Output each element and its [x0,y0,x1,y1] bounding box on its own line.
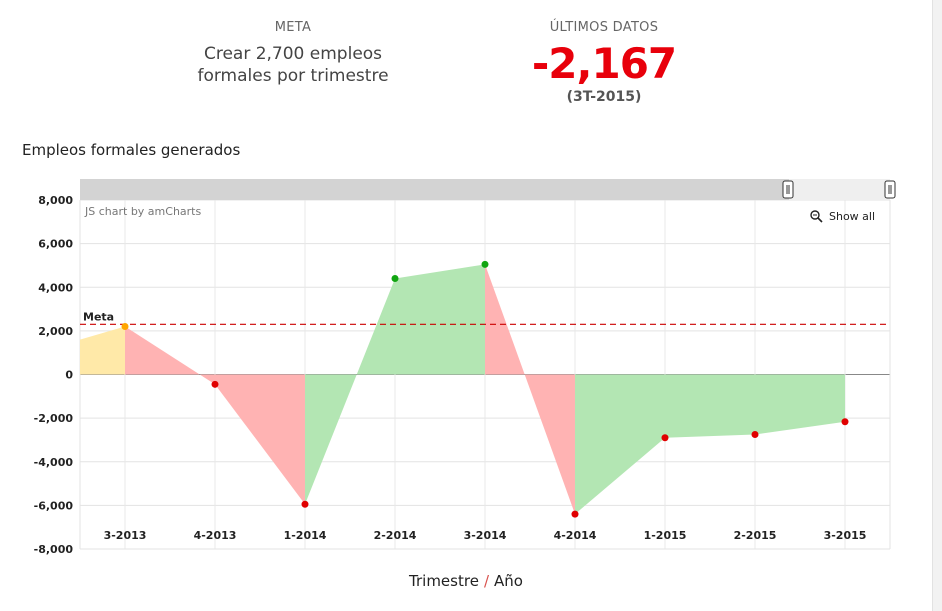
area-segment [395,264,485,375]
x-tick-label: 3-2013 [104,529,147,542]
data-point[interactable] [751,430,759,438]
latest-data-label: ÚLTIMOS DATOS [549,20,659,35]
page-scrollbar[interactable] [932,0,942,611]
zoom-icon [810,210,823,223]
x-tick-label: 3-2015 [824,529,867,542]
latest-data-period: (3T-2015) [566,89,642,105]
x-axis-title-part1: Trimestre [408,572,479,590]
area-segment [524,374,575,515]
data-point[interactable] [211,380,219,388]
data-point[interactable] [391,275,399,283]
area-segment [305,374,357,505]
area-segment [485,264,525,375]
x-axis-title: Trimestre / Año [408,572,523,590]
area-segment [665,374,755,438]
y-tick-label: -6,000 [34,499,74,512]
latest-data-card: ÚLTIMOS DATOS -2,167 (3T-2015) [474,20,734,105]
y-tick-label: 2,000 [38,325,73,338]
data-point[interactable] [661,434,669,442]
area-segment [125,326,200,375]
data-point[interactable] [121,323,129,331]
goal-label: META [274,20,312,35]
scrollbar-left-grip[interactable] [782,180,794,199]
x-tick-label: 2-2014 [374,529,417,542]
area-segment-partial [80,326,125,375]
y-tick-label: -2,000 [34,412,74,425]
goal-text-line2: formales por trimestre [197,66,389,86]
y-tick-label: -8,000 [34,543,74,556]
goal-line-label: Meta [83,310,114,323]
x-tick-label: 4-2013 [194,529,237,542]
x-tick-label: 1-2014 [284,529,327,542]
area-segment [215,374,305,505]
x-axis-ticks: 3-2013 4-2013 1-2014 2-2014 3-2014 4-2014 1-20… [104,529,867,542]
area-segment [575,374,665,515]
data-point[interactable] [841,418,849,426]
chart-title: Empleos formales generados [22,141,241,159]
scrollbar-right-grip[interactable] [884,180,896,199]
data-point[interactable] [301,500,309,508]
y-tick-label: 4,000 [38,281,73,294]
y-tick-label: 6,000 [38,238,73,251]
x-tick-label: 3-2014 [464,529,507,542]
goal-card: META Crear 2,700 empleos formales por tr… [163,20,423,87]
area-segment [199,374,215,385]
x-axis-title-separator: / [484,572,490,590]
x-tick-label: 2-2015 [734,529,777,542]
y-tick-label: 0 [65,369,73,382]
y-tick-label: 8,000 [38,194,73,207]
x-axis-title-part2: Año [494,572,523,590]
data-point[interactable] [481,260,489,268]
y-tick-label: -4,000 [34,456,74,469]
y-axis-ticks: 8,000 6,000 4,000 2,000 0 -2,000 -4,000 -6,000 -… [34,194,74,556]
scrollbar-track[interactable] [80,179,890,200]
scrollbar-selection[interactable] [789,179,890,200]
area-fills [80,264,845,515]
chart-credit[interactable]: JS chart by amCharts [84,205,201,218]
data-points [121,260,849,518]
show-all-label[interactable]: Show all [829,210,875,223]
data-point[interactable] [571,510,579,518]
goal-text-line1: Crear 2,700 empleos [203,44,383,64]
latest-data-value: -2,167 [531,39,677,88]
area-segment [755,374,845,435]
x-tick-label: 4-2014 [554,529,597,542]
goal-line-group: Meta [80,310,890,325]
show-all-button[interactable]: Show all [810,210,875,223]
x-tick-label: 1-2015 [644,529,687,542]
area-segment [356,278,395,375]
